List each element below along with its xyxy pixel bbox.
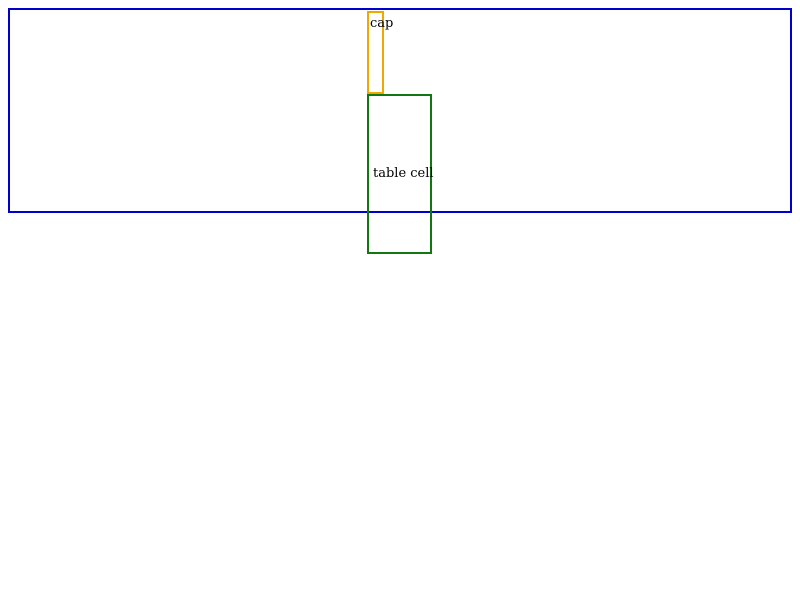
- caption-box: [367, 11, 384, 94]
- table-cell-text: table cell: [373, 166, 434, 181]
- outer-table-frame: [8, 8, 792, 213]
- table-cell-box: [367, 94, 432, 254]
- caption-text: cap: [370, 16, 394, 31]
